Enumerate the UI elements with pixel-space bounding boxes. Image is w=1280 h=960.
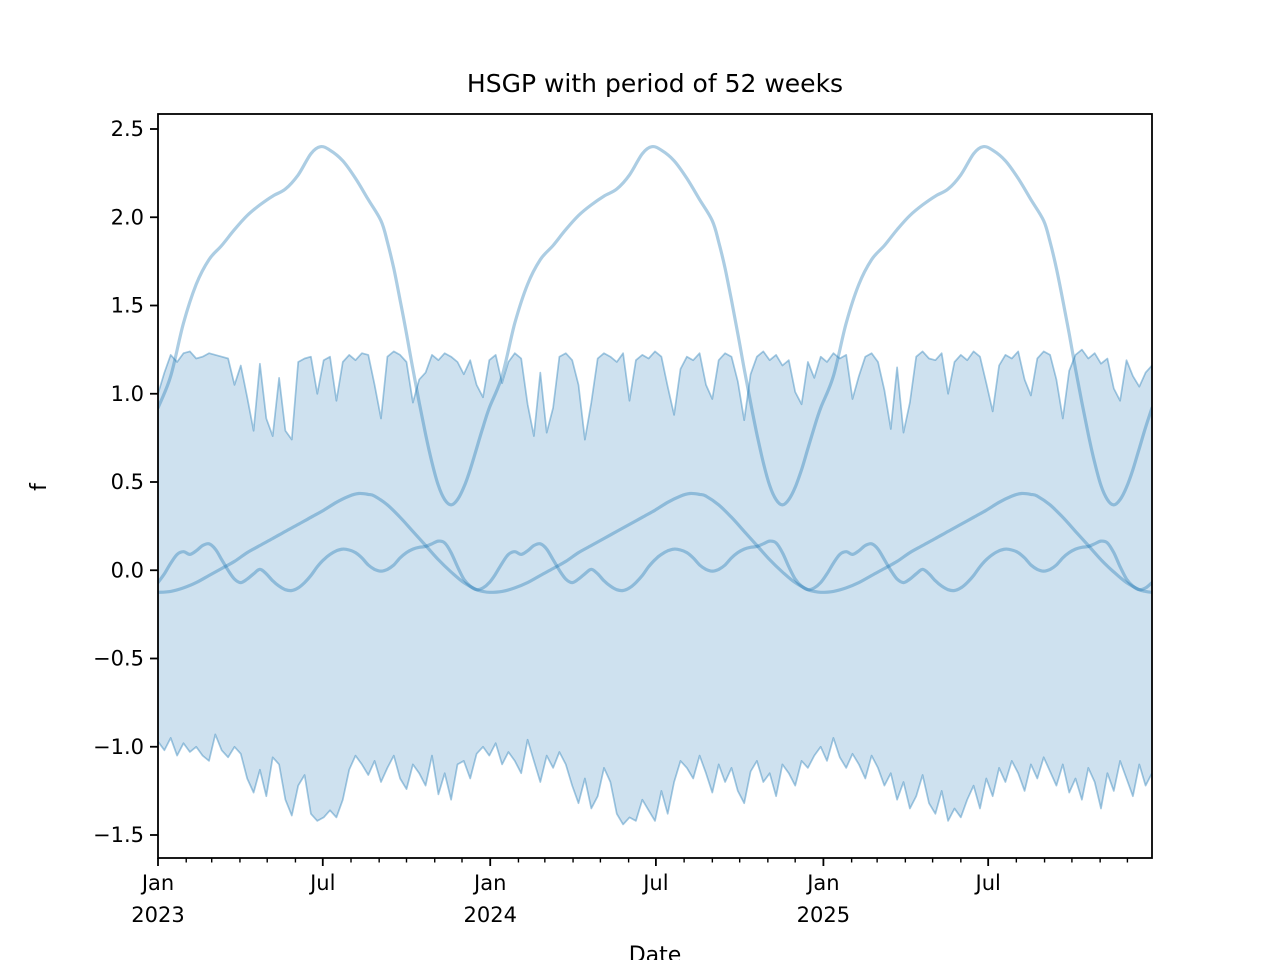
x-tick-label: Jul xyxy=(974,871,1001,895)
chart-title: HSGP with period of 52 weeks xyxy=(466,69,844,98)
y-tick-label: 0.5 xyxy=(111,470,144,494)
uncertainty-band-upper-edge xyxy=(158,348,1152,441)
x-tick-label: Jul xyxy=(641,871,668,895)
x-tick-year-label: 2024 xyxy=(463,903,516,927)
y-axis-label: f xyxy=(27,483,52,491)
y-tick-label: −1.5 xyxy=(93,823,144,847)
gp-sample-small-wiggly xyxy=(158,539,1152,593)
y-tick-label: −1.0 xyxy=(93,735,144,759)
x-tick-label: Jul xyxy=(308,871,335,895)
y-tick-label: 2.0 xyxy=(111,205,144,229)
gp-sample-medium-seasonal xyxy=(158,491,1152,594)
gp-sample-large-seasonal xyxy=(158,144,1152,507)
x-tick-label: Jan xyxy=(140,871,174,895)
y-tick-label: 0.0 xyxy=(111,558,144,582)
y-tick-label: 2.5 xyxy=(111,117,144,141)
x-tick-year-label: 2025 xyxy=(797,903,850,927)
x-tick-label: Jan xyxy=(805,871,839,895)
y-tick-label: 1.0 xyxy=(111,382,144,406)
x-axis-label: Date xyxy=(628,943,682,960)
uncertainty-band-lower-edge xyxy=(158,733,1152,826)
y-tick-label: −0.5 xyxy=(93,647,144,671)
x-tick-label: Jan xyxy=(472,871,506,895)
y-tick-label: 1.5 xyxy=(111,294,144,318)
uncertainty-band xyxy=(158,349,1152,825)
x-tick-year-label: 2023 xyxy=(131,903,184,927)
